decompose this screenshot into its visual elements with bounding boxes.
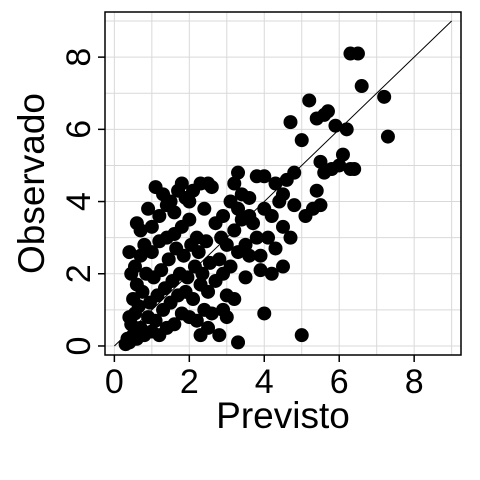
data-point [335,147,350,162]
data-point [227,176,242,191]
data-point [257,169,272,184]
data-point [148,313,163,328]
data-point [223,194,238,209]
data-point [186,292,201,307]
data-point [249,230,264,245]
data-point [129,216,144,231]
data-point [302,93,317,108]
y-tick-label: 0 [60,337,98,356]
data-point [182,194,197,209]
data-point [332,158,347,173]
data-point [216,302,231,317]
data-point [238,270,253,285]
data-point [261,230,276,245]
data-point [227,223,242,238]
data-point [350,46,365,61]
data-point [212,252,227,267]
x-tick-label: 2 [180,363,199,401]
plot-border [104,11,462,356]
data-point [380,129,395,144]
data-point [238,237,253,252]
data-point [180,270,195,285]
data-point [283,115,298,130]
y-axis-label: Observado [11,93,52,274]
data-point [214,230,229,245]
data-point [231,165,246,180]
x-tick-label: 8 [405,363,424,401]
data-point [227,292,242,307]
data-point [133,248,148,263]
data-point [294,328,309,343]
data-point [268,241,283,256]
data-point [174,176,189,191]
data-point [253,248,268,263]
data-point [264,208,279,223]
x-tick-label: 6 [330,363,349,401]
data-point [294,133,309,148]
data-point [268,176,283,191]
data-point [167,317,182,332]
data-point [246,216,261,231]
data-point [189,313,204,328]
y-tick-label: 8 [60,48,98,67]
data-point [129,277,144,292]
x-axis-label: Previsto [216,395,350,436]
data-point [223,259,238,274]
data-point [122,245,137,260]
data-point [242,248,257,263]
data-point [144,219,159,234]
data-point [182,212,197,227]
data-point [276,219,290,234]
data-point [195,266,210,281]
data-point [161,252,176,267]
data-point [253,263,268,278]
data-point [339,122,354,137]
data-point [212,328,227,343]
data-point [204,306,219,321]
data-point [124,266,139,281]
data-point [167,205,182,220]
data-point [283,230,298,245]
axis-ticks: 0 2 4 6 8 0 2 4 6 8 [60,48,424,401]
data-point [298,208,313,223]
data-point [257,306,272,321]
data-point [231,335,246,350]
data-point [264,266,279,281]
data-point [347,162,362,177]
y-tick-label: 4 [60,192,98,211]
data-point [242,190,257,205]
data-point [201,284,216,299]
data-point [152,208,167,223]
data-point [176,248,191,263]
data-point [163,194,178,209]
data-point [377,89,392,104]
data-point [313,154,328,169]
data-point [141,201,156,216]
data-point [276,259,290,274]
data-point [309,183,324,198]
data-point [317,107,332,122]
data-point [328,118,343,133]
x-tick-label: 0 [105,363,124,401]
data-point [154,263,169,278]
data-point [287,198,302,213]
data-point [148,180,163,195]
data-point [287,165,302,180]
x-tick-label: 4 [255,363,274,401]
y-tick-label: 6 [60,120,98,139]
data-point [191,245,206,260]
data-point [122,310,137,325]
data-point [137,237,152,252]
data-point [199,234,214,249]
data-point [276,187,290,202]
data-point [354,79,369,94]
data-points [118,46,395,352]
data-point [216,208,231,223]
data-point [193,328,208,343]
y-tick-label: 2 [60,264,98,283]
data-point [204,180,219,195]
data-point [197,201,212,216]
